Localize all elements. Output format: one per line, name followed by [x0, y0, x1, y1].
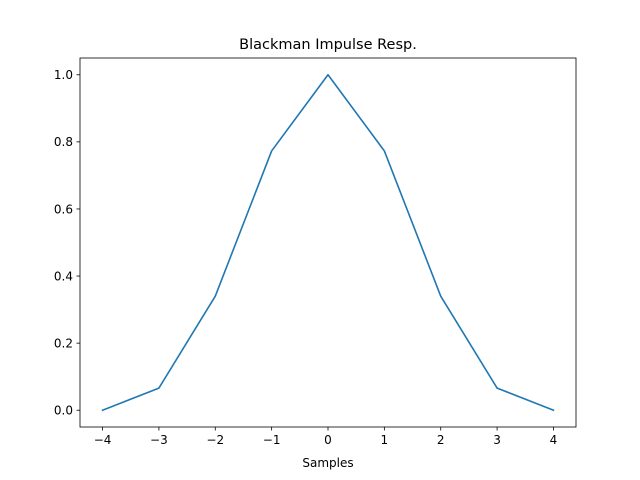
- x-tick-label: −2: [206, 433, 224, 447]
- x-tick-label: 0: [324, 433, 332, 447]
- x-tick-label: 2: [437, 433, 445, 447]
- x-tick-label: −3: [150, 433, 168, 447]
- x-tick-label: 4: [550, 433, 558, 447]
- y-tick-label: 0.4: [54, 269, 73, 283]
- series-line-0: [101, 73, 555, 412]
- y-axis: 0.0 0.2 0.4 0.6 0.8 1.0: [54, 68, 80, 418]
- x-tick-label: −1: [263, 433, 281, 447]
- series-layer: [101, 73, 555, 412]
- y-tick-label: 0.2: [54, 336, 73, 350]
- y-tick-label: 1.0: [54, 68, 73, 82]
- y-tick-label: 0.0: [54, 404, 73, 418]
- x-tick-label: 1: [381, 433, 389, 447]
- x-tick-label: −4: [94, 433, 112, 447]
- x-axis-title: Samples: [302, 456, 353, 470]
- chart-title: Blackman Impulse Resp.: [239, 37, 417, 53]
- y-tick-label: 0.8: [54, 135, 73, 149]
- x-axis: −4 −3 −2 −1 0 1 2 3 4: [94, 427, 558, 447]
- x-tick-label: 3: [493, 433, 501, 447]
- y-tick-label: 0.6: [54, 202, 73, 216]
